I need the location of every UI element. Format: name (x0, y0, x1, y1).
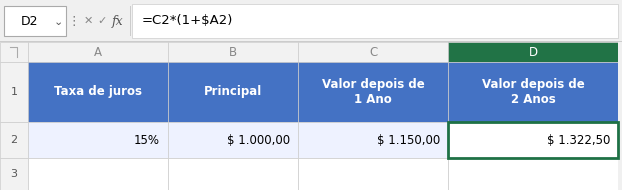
Text: $ 1.150,00: $ 1.150,00 (377, 134, 440, 146)
Bar (0, 41, 622, 42)
Bar (0, 158, 28, 190)
Text: Taxa de juros: Taxa de juros (54, 86, 142, 98)
Text: B: B (229, 45, 237, 59)
Text: C: C (369, 45, 377, 59)
Text: Valor depois de
1 Ano: Valor depois de 1 Ano (322, 78, 424, 106)
Bar (0, 62, 28, 122)
Bar (448, 122, 618, 158)
Text: ✕: ✕ (83, 16, 93, 26)
Text: fx: fx (112, 14, 124, 28)
Text: ✓: ✓ (97, 16, 107, 26)
Text: 3: 3 (11, 169, 17, 179)
Bar (0, 2, 622, 40)
Bar (28, 62, 168, 122)
Bar (132, 4, 618, 38)
Bar (618, 42, 622, 190)
Bar (0, 122, 28, 158)
Text: ⌄: ⌄ (53, 17, 63, 27)
Text: =C2*(1+$A2): =C2*(1+$A2) (142, 14, 233, 28)
Text: Principal: Principal (204, 86, 262, 98)
Bar (28, 122, 168, 158)
Bar (4, 6, 66, 36)
Bar (130, 6, 131, 36)
Bar (28, 42, 168, 62)
Text: 2: 2 (11, 135, 17, 145)
Bar (298, 62, 448, 122)
Bar (298, 122, 448, 158)
Text: $ 1.322,50: $ 1.322,50 (547, 134, 610, 146)
Text: D: D (529, 45, 537, 59)
Bar (0, 42, 28, 62)
Bar (298, 42, 448, 62)
Bar (168, 122, 298, 158)
Text: D2: D2 (21, 15, 39, 28)
Bar (168, 158, 298, 190)
Bar (448, 158, 618, 190)
Text: A: A (94, 45, 102, 59)
Bar (298, 158, 448, 190)
Bar (28, 158, 168, 190)
Text: ⋮: ⋮ (68, 14, 80, 28)
Bar (0, 0, 622, 42)
Text: Valor depois de
2 Anos: Valor depois de 2 Anos (481, 78, 585, 106)
Text: 1: 1 (11, 87, 17, 97)
Bar (448, 62, 618, 122)
Text: $ 1.000,00: $ 1.000,00 (227, 134, 290, 146)
Text: 15%: 15% (134, 134, 160, 146)
Bar (168, 62, 298, 122)
Bar (448, 42, 618, 62)
Bar (168, 42, 298, 62)
